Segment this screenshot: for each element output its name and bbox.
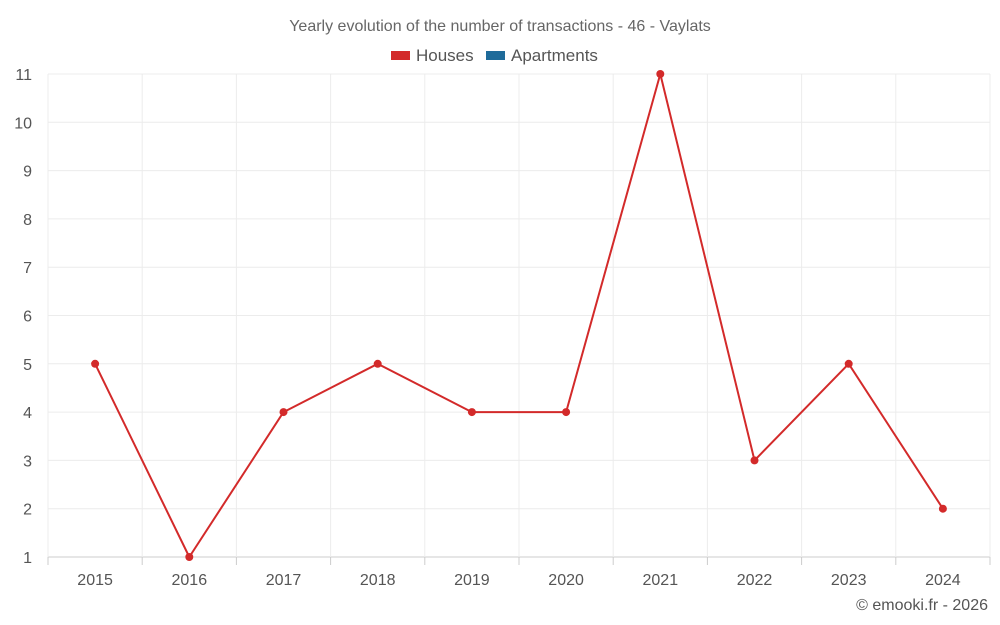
legend-swatch-houses[interactable] bbox=[391, 51, 410, 60]
data-point-houses[interactable] bbox=[373, 359, 382, 368]
x-tick-label: 2020 bbox=[548, 572, 584, 589]
x-tick-label: 2024 bbox=[925, 572, 961, 589]
y-tick-label: 3 bbox=[23, 453, 32, 470]
y-tick-label: 6 bbox=[23, 309, 32, 326]
y-tick-label: 11 bbox=[15, 67, 32, 84]
x-tick-label: 2018 bbox=[360, 572, 396, 589]
legend-swatch-apartments[interactable] bbox=[486, 51, 505, 60]
data-point-houses[interactable] bbox=[467, 408, 476, 417]
legend-label-houses[interactable]: Houses bbox=[416, 46, 474, 65]
data-point-houses[interactable] bbox=[562, 408, 571, 417]
data-point-houses[interactable] bbox=[844, 359, 853, 368]
y-tick-label: 1 bbox=[23, 550, 32, 567]
x-tick-label: 2019 bbox=[454, 572, 490, 589]
y-tick-label: 8 bbox=[23, 212, 32, 229]
chart-title: Yearly evolution of the number of transa… bbox=[289, 18, 711, 35]
legend-label-apartments[interactable]: Apartments bbox=[511, 46, 598, 65]
x-axis-ticks: 2015 2016 2017 2018 2019 2020 2021 2022 2023 2024 bbox=[77, 572, 960, 589]
y-tick-label: 4 bbox=[23, 405, 32, 422]
y-tick-label: 9 bbox=[23, 164, 32, 181]
data-point-houses[interactable] bbox=[938, 504, 947, 513]
y-tick-label: 7 bbox=[23, 260, 32, 277]
series-line-houses bbox=[94, 73, 944, 558]
x-tick-label: 2023 bbox=[831, 572, 867, 589]
x-tick-label: 2016 bbox=[172, 572, 208, 589]
x-tick-label: 2022 bbox=[737, 572, 773, 589]
y-axis-ticks: 1 2 3 4 5 6 7 8 9 10 11 bbox=[14, 67, 32, 567]
legend[interactable]: Houses Apartments bbox=[391, 46, 598, 65]
data-point-houses[interactable] bbox=[279, 408, 288, 417]
data-point-houses[interactable] bbox=[185, 553, 194, 561]
data-point-houses[interactable] bbox=[91, 359, 100, 368]
x-tick-label: 2021 bbox=[643, 572, 679, 589]
credit-text: © emooki.fr - 2026 bbox=[856, 597, 988, 614]
x-tick-label: 2015 bbox=[77, 572, 113, 589]
data-point-houses[interactable] bbox=[656, 70, 665, 78]
series-group bbox=[91, 70, 947, 561]
y-tick-label: 10 bbox=[14, 115, 32, 132]
x-tick-label: 2017 bbox=[266, 572, 302, 589]
grid bbox=[47, 73, 991, 565]
y-tick-label: 5 bbox=[23, 357, 32, 374]
data-point-houses[interactable] bbox=[750, 456, 759, 465]
y-tick-label: 2 bbox=[23, 502, 32, 519]
